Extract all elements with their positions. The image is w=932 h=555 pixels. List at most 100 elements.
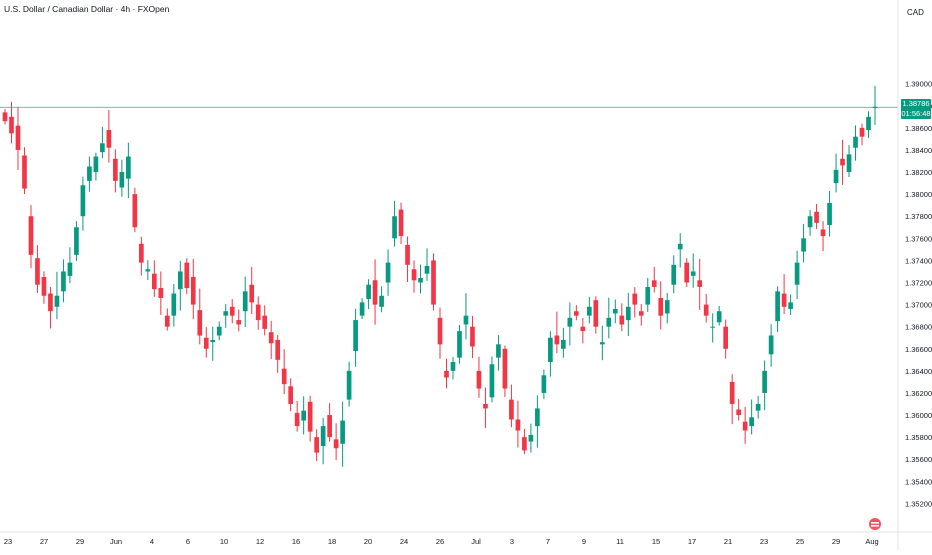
candle-body [74, 227, 79, 255]
time-tick-label: 7 [546, 537, 550, 546]
candle-body [61, 271, 66, 292]
candle-body [833, 169, 839, 184]
candle-body [866, 116, 871, 131]
candle-body [775, 291, 780, 322]
candle-body [820, 229, 826, 237]
time-tick-label: 3 [510, 537, 514, 546]
candle-body [320, 426, 326, 446]
candle-body [840, 158, 845, 166]
candle-body [496, 344, 501, 358]
candle-body [509, 399, 514, 420]
candle-body [197, 310, 203, 336]
price-tick-label: 1.39000 [905, 80, 932, 89]
symbol-title: U.S. Dollar / Canadian Dollar · 4h · FXO… [4, 4, 170, 14]
candle-body [398, 209, 404, 237]
time-tick-label: 4 [150, 537, 154, 546]
candle-body [807, 216, 813, 228]
price-tick-label: 1.37600 [905, 234, 932, 243]
time-tick-label: 6 [186, 537, 190, 546]
candle-body [405, 244, 410, 265]
candle-body [561, 339, 566, 349]
candle-body [606, 317, 612, 327]
time-tick-label: 18 [328, 537, 336, 546]
time-tick-label: Jun [110, 537, 122, 546]
price-tick-label: 1.35600 [905, 455, 932, 464]
candle-body [9, 116, 14, 134]
candle-body [632, 293, 638, 305]
time-tick-label: 29 [832, 537, 840, 546]
candle-body [684, 262, 690, 283]
candle-body [236, 320, 242, 325]
currency-label: CAD [907, 8, 924, 17]
candle-body [580, 326, 586, 332]
candle-body [528, 434, 534, 442]
candle-body [113, 158, 118, 181]
time-tick-label: 21 [724, 537, 732, 546]
time-tick-label: 9 [582, 537, 586, 546]
candle-body [846, 154, 852, 173]
candle-body [307, 401, 313, 432]
candle-body [483, 404, 488, 409]
time-tick-label: 24 [400, 537, 408, 546]
candle-body [100, 143, 105, 153]
candle-body [859, 127, 865, 137]
candle-body [535, 408, 540, 427]
time-tick-label: 27 [40, 537, 48, 546]
candle-body [755, 404, 761, 411]
candle-body [599, 342, 605, 345]
price-tick-label: 1.35200 [905, 499, 932, 508]
price-tick-label: 1.36600 [905, 345, 932, 354]
price-axis[interactable]: 1.390001.388001.386001.384001.382001.380… [897, 0, 932, 550]
candle-body [242, 291, 248, 312]
price-tick-label: 1.35400 [905, 477, 932, 486]
candle-body [294, 412, 300, 427]
candle-body [418, 278, 423, 283]
candle-body [710, 326, 716, 328]
candle-body [619, 315, 625, 325]
time-tick-label: 20 [364, 537, 372, 546]
candle-body [151, 273, 157, 290]
time-axis[interactable]: 23 27 29 Jun 4 6 10 12 16 18 20 24 26 Jul 3 7 9 11 15 17 21 2… [0, 531, 932, 546]
candle-body [223, 311, 229, 316]
candle-body [625, 306, 631, 321]
candle-body [249, 284, 255, 303]
candle-body [729, 381, 735, 405]
price-tick-label: 1.38400 [905, 146, 932, 155]
candle-body [132, 194, 138, 228]
price-tick-label: 1.36200 [905, 389, 932, 398]
candle-body [515, 419, 521, 431]
price-tick-label: 1.38600 [905, 124, 932, 133]
candle-body [158, 288, 164, 298]
candle-body [541, 375, 547, 393]
candle-body [788, 302, 793, 310]
time-tick-label: 15 [652, 537, 660, 546]
candle-body [385, 262, 391, 283]
price-tick-label: 1.37000 [905, 301, 932, 310]
candle-body [814, 211, 819, 223]
candle-body [736, 409, 741, 416]
bar-countdown: 01:56:48 [901, 109, 931, 119]
price-tick-label: 1.36400 [905, 367, 932, 376]
candle-body [457, 331, 462, 358]
time-tick-label: 17 [688, 537, 696, 546]
time-tick-label: Aug [865, 537, 878, 546]
price-tick-label: 1.35800 [905, 433, 932, 442]
candle-body [593, 300, 599, 327]
candle-body [184, 262, 190, 289]
last-price-tag: 1.38786 01:56:48 [901, 99, 931, 120]
candle-body [67, 262, 73, 276]
price-tick-label: 1.36800 [905, 323, 932, 332]
candle-body [697, 280, 703, 287]
candle-body [768, 335, 774, 355]
candle-body [333, 439, 339, 449]
candle-body [586, 306, 592, 316]
candle-body [372, 280, 378, 305]
candle-body [41, 276, 47, 296]
candle-body [463, 315, 469, 325]
candle-body [281, 368, 287, 385]
candle-body [54, 295, 60, 307]
tradingview-logo-icon[interactable] [866, 516, 884, 537]
candle-body [87, 166, 92, 181]
